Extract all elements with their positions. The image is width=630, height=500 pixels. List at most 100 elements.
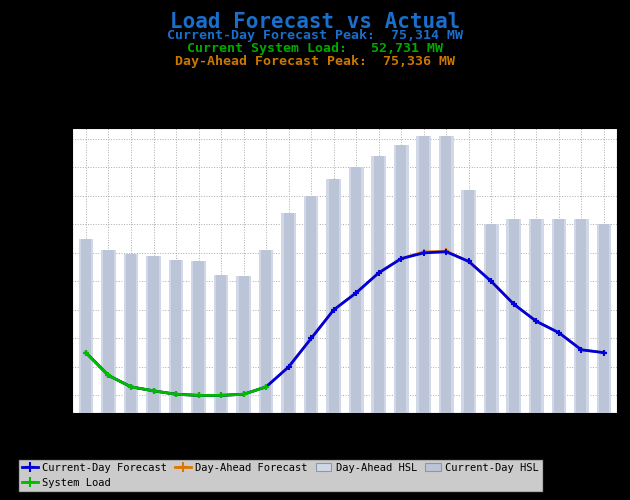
System Load — [172, 392, 180, 398]
Bar — [441, 136, 451, 500]
Text: Load Forecast vs Actual: Load Forecast vs Actual — [170, 12, 460, 32]
Line: Current-Day Forecast: Current-Day Forecast — [83, 248, 607, 399]
Bar — [304, 196, 319, 500]
Bar — [351, 168, 361, 500]
Current-Day Forecast — [262, 384, 270, 390]
Current-Day Forecast — [195, 392, 202, 398]
Current-Day Forecast — [488, 278, 495, 284]
Day-Ahead Forecast — [488, 278, 495, 284]
Bar — [509, 218, 519, 500]
Bar — [123, 254, 139, 500]
Day-Ahead Forecast — [172, 392, 180, 398]
Bar — [599, 224, 609, 500]
Current-Day Forecast — [240, 392, 248, 398]
Line: Day-Ahead Forecast: Day-Ahead Forecast — [83, 248, 607, 399]
System Load — [82, 350, 89, 356]
Bar — [171, 260, 181, 500]
Current-Day Forecast — [555, 330, 563, 336]
Day-Ahead Forecast — [532, 318, 540, 324]
Current-Day Forecast — [600, 350, 608, 356]
Day-Ahead Forecast — [127, 384, 135, 390]
Day-Ahead Forecast — [442, 248, 450, 254]
Bar — [326, 179, 341, 500]
Day-Ahead Forecast — [307, 336, 315, 342]
Current-Day Forecast — [352, 290, 360, 296]
Current-Day Forecast — [127, 384, 135, 390]
System Load — [150, 388, 158, 394]
Current-Day Forecast — [442, 249, 450, 255]
Bar — [81, 238, 91, 500]
Bar — [216, 274, 226, 500]
System Load — [262, 384, 270, 390]
Current-Day Forecast — [150, 388, 158, 394]
Bar — [597, 224, 611, 500]
Day-Ahead Forecast — [465, 258, 472, 264]
Current-Day Forecast — [307, 336, 315, 342]
Bar — [574, 218, 588, 500]
Y-axis label: MW: MW — [10, 262, 23, 278]
System Load — [240, 392, 248, 398]
Bar — [239, 276, 249, 500]
Text: Current System Load:   52,731 MW: Current System Load: 52,731 MW — [187, 42, 443, 55]
Bar — [259, 250, 273, 500]
Day-Ahead Forecast — [217, 392, 225, 398]
Day-Ahead Forecast — [330, 307, 338, 313]
Bar — [329, 179, 339, 500]
Bar — [531, 218, 541, 500]
Day-Ahead Forecast — [240, 392, 248, 398]
Bar — [529, 218, 544, 500]
Day-Ahead Forecast — [555, 330, 563, 336]
Current-Day Forecast — [217, 392, 225, 398]
Bar — [551, 218, 566, 500]
Day-Ahead Forecast — [578, 347, 585, 353]
Bar — [236, 276, 251, 500]
Bar — [484, 224, 498, 500]
Current-Day Forecast — [420, 250, 428, 256]
Bar — [193, 262, 203, 500]
Bar — [419, 136, 429, 500]
Bar — [79, 238, 93, 500]
Day-Ahead Forecast — [82, 350, 89, 356]
Bar — [507, 218, 521, 500]
Bar — [126, 254, 136, 500]
Day-Ahead Forecast — [375, 270, 382, 276]
Text: Day-Ahead Forecast Peak:  75,336 MW: Day-Ahead Forecast Peak: 75,336 MW — [175, 55, 455, 68]
Day-Ahead Forecast — [510, 301, 518, 307]
Current-Day Forecast — [172, 392, 180, 398]
Bar — [169, 260, 183, 500]
System Load — [217, 392, 225, 398]
Current-Day Forecast — [375, 270, 382, 276]
Bar — [439, 136, 454, 500]
Bar — [396, 144, 406, 500]
Bar — [306, 196, 316, 500]
System Load — [105, 372, 112, 378]
Day-Ahead Forecast — [262, 384, 270, 390]
Day-Ahead Forecast — [150, 388, 158, 394]
Current-Day Forecast — [82, 350, 89, 356]
Bar — [464, 190, 474, 500]
Bar — [394, 144, 408, 500]
Bar — [576, 218, 587, 500]
Bar — [103, 250, 113, 500]
System Load — [127, 384, 135, 390]
Bar — [284, 213, 294, 500]
Legend: Current-Day Forecast, System Load, Day-Ahead Forecast, Day-Ahead HSL, Current-Da: Current-Day Forecast, System Load, Day-A… — [18, 459, 543, 492]
Day-Ahead Forecast — [285, 364, 292, 370]
Current-Day Forecast — [285, 364, 292, 370]
Bar — [374, 156, 384, 500]
Bar — [146, 256, 161, 500]
Bar — [486, 224, 496, 500]
Current-Day Forecast — [532, 318, 540, 324]
Bar — [554, 218, 564, 500]
Bar — [101, 250, 116, 500]
Bar — [282, 213, 296, 500]
Text: Current-Day Forecast Peak:  75,314 MW: Current-Day Forecast Peak: 75,314 MW — [167, 29, 463, 42]
Current-Day Forecast — [105, 372, 112, 378]
Bar — [416, 136, 431, 500]
Current-Day Forecast — [398, 256, 405, 262]
Bar — [149, 256, 159, 500]
Day-Ahead Forecast — [420, 249, 428, 255]
Bar — [192, 262, 206, 500]
Bar — [214, 274, 229, 500]
Line: System Load: System Load — [83, 349, 270, 399]
